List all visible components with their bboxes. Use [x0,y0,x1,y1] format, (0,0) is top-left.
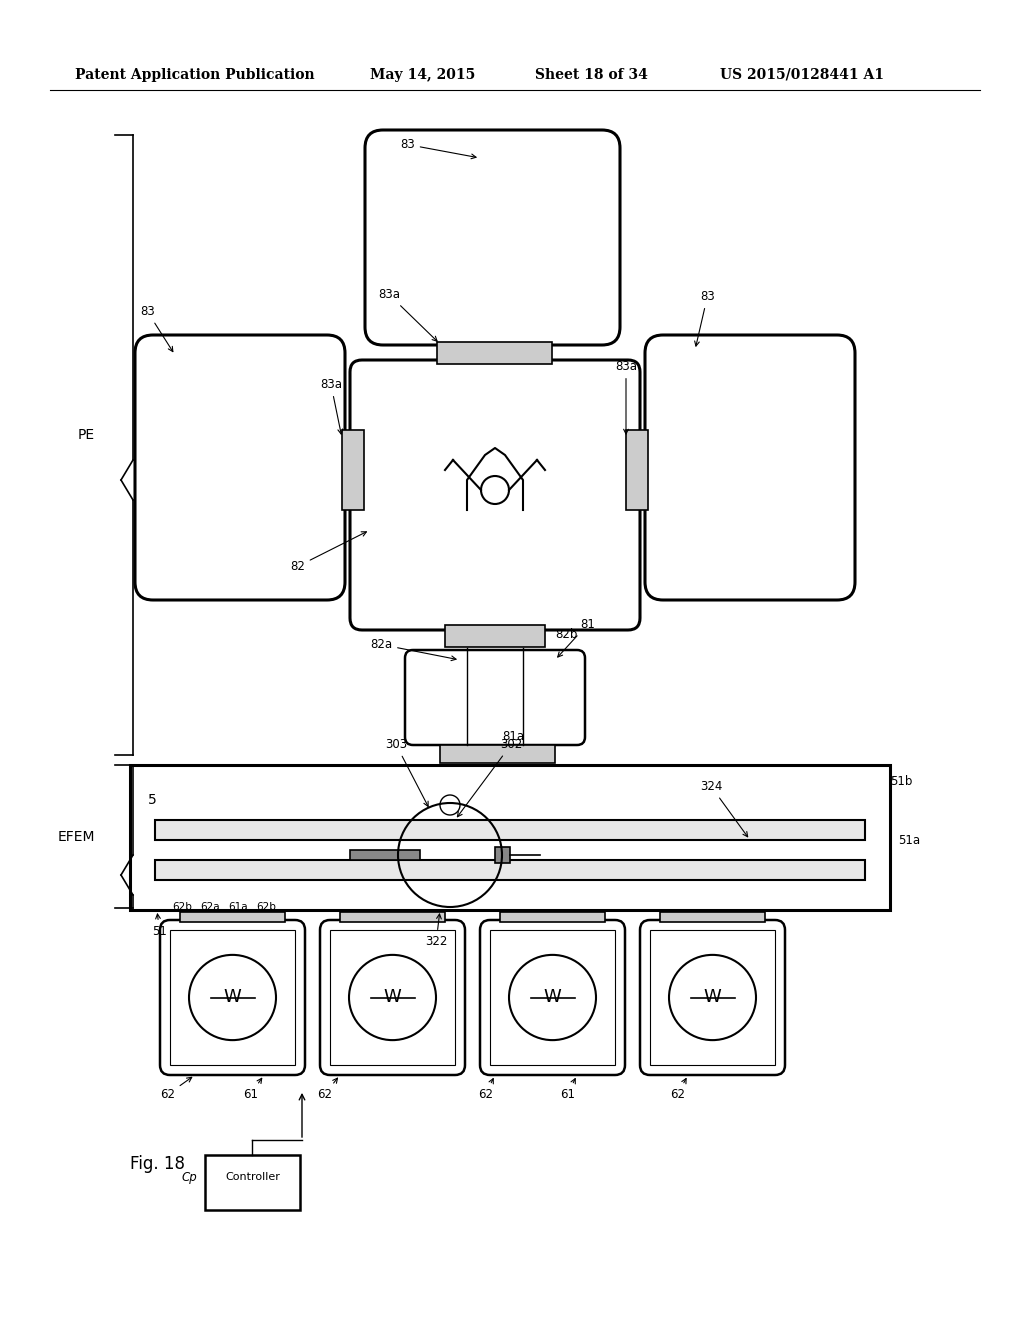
Text: 82a: 82a [370,638,456,660]
Bar [340,912,445,921]
FancyBboxPatch shape [640,920,785,1074]
Bar [350,850,420,861]
Bar [440,744,555,763]
Text: US 2015/0128441 A1: US 2015/0128441 A1 [720,69,884,82]
Text: 83a: 83a [615,360,637,434]
FancyBboxPatch shape [160,920,305,1074]
Bar [130,766,890,909]
Text: 81: 81 [558,618,595,657]
Text: W: W [703,989,721,1006]
Bar [205,1155,300,1210]
FancyBboxPatch shape [319,920,465,1074]
Bar [660,912,765,921]
Bar [155,820,865,840]
Text: 82b: 82b [555,628,578,642]
Text: 83: 83 [694,290,715,346]
Ellipse shape [509,954,596,1040]
Text: 322: 322 [425,913,447,948]
Text: 62: 62 [317,1078,338,1101]
Bar [437,342,552,364]
Text: W: W [544,989,561,1006]
Bar [170,931,295,1065]
Text: W: W [223,989,242,1006]
Text: 82: 82 [290,532,367,573]
Ellipse shape [349,954,436,1040]
FancyBboxPatch shape [135,335,345,601]
Text: 303: 303 [385,738,428,807]
Bar [342,430,364,510]
Bar [500,912,605,921]
Text: 62a: 62a [200,902,220,912]
Text: 62: 62 [670,1078,686,1101]
Text: 62: 62 [478,1078,494,1101]
Text: 83: 83 [140,305,173,351]
Text: W: W [384,989,401,1006]
Bar [180,912,285,921]
Text: Sheet 18 of 34: Sheet 18 of 34 [535,69,648,82]
FancyBboxPatch shape [645,335,855,601]
Text: 324: 324 [700,780,748,837]
Text: 51a: 51a [898,833,921,846]
Text: 5: 5 [148,793,157,807]
Bar [155,861,865,880]
Text: 83: 83 [400,139,476,158]
Ellipse shape [669,954,756,1040]
FancyBboxPatch shape [480,920,625,1074]
Bar [626,430,648,510]
Text: PE: PE [78,428,95,442]
Bar [650,931,775,1065]
FancyBboxPatch shape [406,649,585,744]
Bar [330,931,455,1065]
FancyBboxPatch shape [350,360,640,630]
Text: Cp: Cp [181,1171,197,1184]
Bar [445,624,545,647]
Text: EFEM: EFEM [57,830,95,843]
Text: May 14, 2015: May 14, 2015 [370,69,475,82]
Text: 62b: 62b [172,902,191,912]
Text: 302: 302 [458,738,522,817]
Text: 61a: 61a [228,902,248,912]
FancyBboxPatch shape [365,129,620,345]
Text: 83a: 83a [319,378,343,434]
Text: Patent Application Publication: Patent Application Publication [75,69,314,82]
Text: 83a: 83a [378,288,437,341]
Text: 81a: 81a [502,730,524,743]
Text: Controller: Controller [225,1172,280,1183]
Bar [490,931,615,1065]
Ellipse shape [189,954,276,1040]
Text: 51b: 51b [890,775,912,788]
Bar [495,847,510,863]
Text: 62b: 62b [256,902,275,912]
Text: 61: 61 [243,1078,262,1101]
Text: Fig. 18: Fig. 18 [130,1155,185,1173]
Text: 61: 61 [560,1078,575,1101]
Text: 51: 51 [152,913,167,939]
Text: 62: 62 [160,1077,191,1101]
